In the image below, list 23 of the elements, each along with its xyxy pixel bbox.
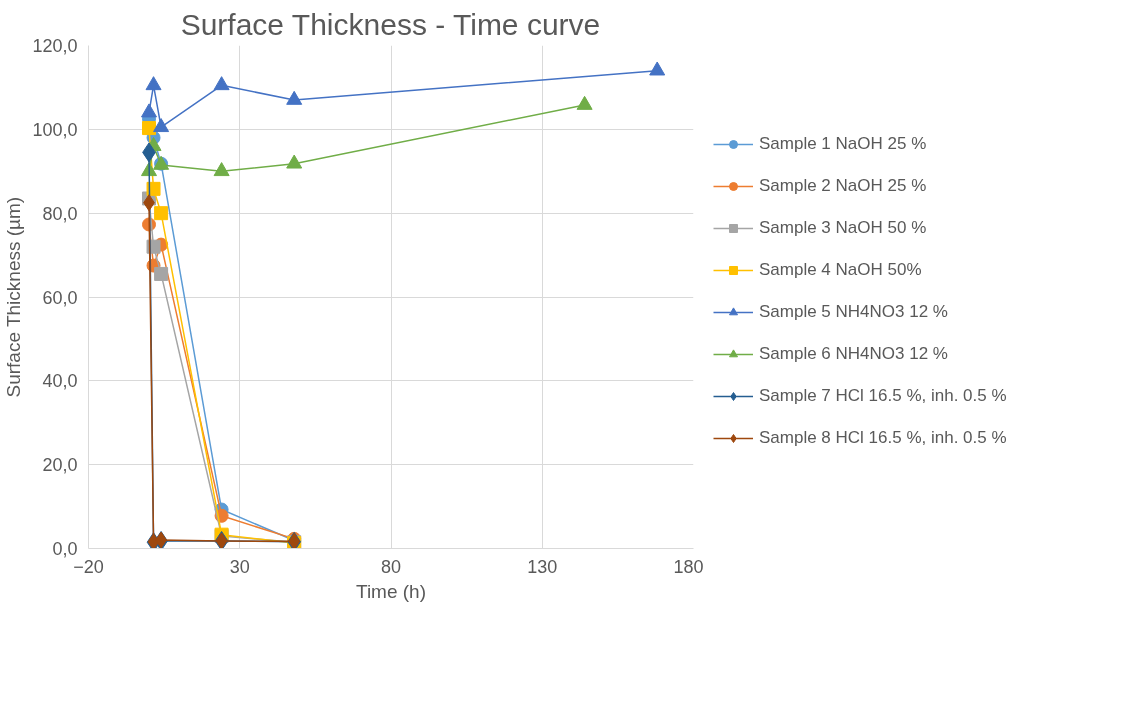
- legend-label: Sample 5 NH4NO3 12 %: [759, 302, 948, 322]
- legend-label: Sample 1 NaOH 25 %: [759, 134, 927, 154]
- legend-label: Sample 4 NaOH 50%: [759, 260, 922, 280]
- legend-label: Sample 6 NH4NO3 12 %: [759, 344, 948, 364]
- x-tick-label: 80: [380, 556, 402, 577]
- x-tick-label: −20: [73, 556, 104, 577]
- legend-label: Sample 7 HCl 16.5 %, inh. 0.5 %: [759, 386, 1007, 406]
- legend-label: Sample 8 HCl 16.5 %, inh. 0.5 %: [759, 428, 1007, 448]
- y-tick-label: 0,0: [52, 539, 78, 559]
- legend-label: Sample 3 NaOH 50 %: [759, 218, 927, 238]
- y-tick-label: 120,0: [32, 36, 78, 56]
- x-tick-label: 30: [229, 556, 250, 577]
- y-tick-label: 80,0: [42, 203, 78, 224]
- x-tick-label: 130: [527, 556, 558, 577]
- y-tick-label: 20,0: [42, 455, 78, 476]
- legend-label: Sample 2 NaOH 25 %: [759, 176, 927, 196]
- y-tick-label: 40,0: [42, 371, 78, 392]
- x-tick-label: 180: [673, 556, 704, 577]
- y-axis-title: Surface Thickness (µm): [3, 196, 25, 398]
- x-axis-title: Time (h): [355, 580, 427, 602]
- chart-title: Surface Thickness - Time curve: [180, 7, 601, 41]
- y-tick-label: 100,0: [32, 119, 78, 140]
- y-tick-label: 60,0: [42, 287, 78, 308]
